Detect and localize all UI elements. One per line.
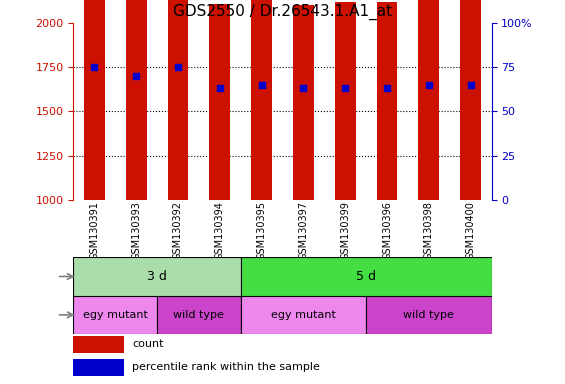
- Bar: [377, 2, 398, 200]
- Text: 5 d: 5 d: [356, 270, 376, 283]
- Point: [173, 64, 182, 70]
- Text: 3 d: 3 d: [147, 270, 167, 283]
- Bar: [366, 296, 492, 334]
- Point: [215, 85, 224, 91]
- Point: [383, 85, 392, 91]
- Title: GDS2550 / Dr.26543.1.A1_at: GDS2550 / Dr.26543.1.A1_at: [173, 4, 392, 20]
- Bar: [73, 296, 157, 334]
- Bar: [460, 0, 481, 200]
- Text: percentile rank within the sample: percentile rank within the sample: [132, 362, 320, 372]
- Text: egy mutant: egy mutant: [271, 310, 336, 320]
- Bar: [84, 0, 105, 200]
- Bar: [334, 2, 356, 200]
- Bar: [73, 257, 241, 296]
- Bar: [293, 5, 314, 200]
- Text: egy mutant: egy mutant: [83, 310, 147, 320]
- Point: [257, 82, 266, 88]
- Bar: [241, 257, 492, 296]
- Point: [132, 73, 141, 79]
- Bar: [73, 336, 124, 353]
- Bar: [125, 0, 147, 200]
- Bar: [157, 296, 241, 334]
- Text: wild type: wild type: [173, 310, 224, 320]
- Bar: [418, 0, 440, 200]
- Bar: [251, 0, 272, 200]
- Point: [466, 82, 475, 88]
- Point: [424, 82, 433, 88]
- Bar: [167, 0, 189, 200]
- Point: [341, 85, 350, 91]
- Point: [90, 64, 99, 70]
- Point: [299, 85, 308, 91]
- Text: wild type: wild type: [403, 310, 454, 320]
- Bar: [241, 296, 366, 334]
- Text: count: count: [132, 339, 163, 349]
- Bar: [73, 359, 124, 376]
- Bar: [209, 3, 231, 200]
